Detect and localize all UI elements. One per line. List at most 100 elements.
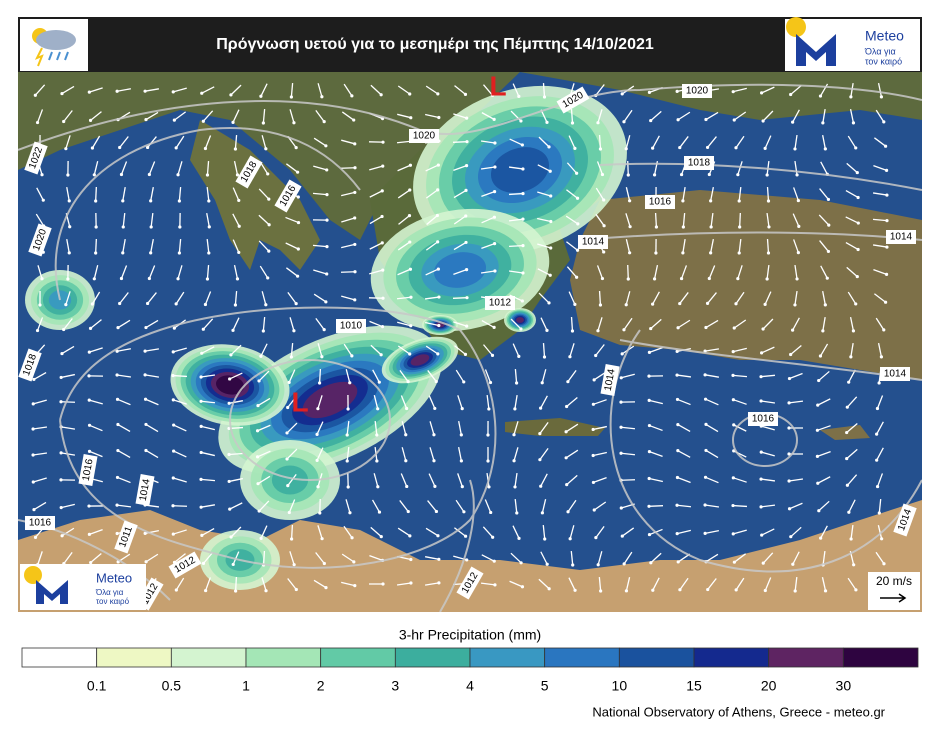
- wind-arrow-head: [89, 119, 92, 122]
- wind-arrow-head: [655, 225, 658, 228]
- wind-arrow-head: [849, 95, 852, 98]
- wind-arrow-head: [380, 215, 383, 218]
- wind-arrow-head: [178, 251, 181, 254]
- wind-arrow-head: [602, 224, 605, 227]
- wind-arrow: [453, 298, 467, 299]
- wind-arrow-head: [680, 277, 683, 280]
- wind-arrow-head: [353, 142, 356, 145]
- wind-arrow-head: [880, 95, 883, 98]
- wind-arrow-head: [173, 327, 176, 330]
- wind-arrow: [600, 135, 601, 149]
- wind-arrow-head: [259, 537, 262, 540]
- wind-arrow-head: [146, 146, 149, 149]
- wind-arrow-head: [36, 121, 39, 124]
- wind-arrow-head: [172, 90, 175, 93]
- wind-arrow-head: [116, 476, 119, 479]
- wind-arrow-head: [819, 537, 822, 540]
- wind-arrow-head: [816, 404, 819, 407]
- wind-arrow-head: [267, 250, 270, 253]
- wind-arrow-head: [706, 588, 709, 591]
- wind-arrow-head: [32, 378, 35, 381]
- wind-arrow-head: [856, 171, 859, 174]
- wind-arrow-head: [824, 589, 827, 592]
- wind-arrow-head: [178, 225, 181, 228]
- wind-arrow-head: [88, 450, 91, 453]
- wind-arrow-head: [680, 173, 683, 176]
- wind-arrow-head: [143, 373, 146, 376]
- wind-arrow: [292, 525, 293, 539]
- wind-arrow-head: [200, 352, 203, 355]
- wind-arrow-head: [95, 225, 98, 228]
- wind-arrow-head: [736, 277, 739, 280]
- wind-arrow-head: [885, 219, 888, 222]
- logo-name: Meteo: [96, 570, 132, 585]
- wind-arrow-head: [846, 484, 849, 487]
- wind-arrow-head: [704, 423, 707, 426]
- wind-arrow-head: [676, 326, 679, 329]
- logo-tagline: τον καιρό: [865, 56, 902, 66]
- wind-arrow-head: [325, 193, 328, 196]
- wind-arrow-head: [824, 147, 827, 150]
- wind-arrow-head: [404, 433, 407, 436]
- wind-arrow-head: [546, 563, 549, 566]
- wind-arrow-head: [565, 405, 568, 408]
- wind-arrow-head: [847, 381, 850, 384]
- legend-tick-label: 15: [686, 678, 702, 694]
- wind-arrow-head: [857, 221, 860, 224]
- precip-area: [516, 317, 524, 323]
- wind-arrow-head: [489, 511, 492, 514]
- wind-arrow-head: [797, 199, 800, 202]
- wind-arrow-head: [171, 504, 174, 507]
- wind-arrow-head: [601, 277, 604, 280]
- wind-arrow-head: [172, 398, 175, 401]
- wind-arrow-head: [60, 534, 63, 537]
- wind-arrow-head: [264, 303, 267, 306]
- wind-arrow-head: [517, 95, 520, 98]
- weather-icon-cloud: [36, 30, 76, 50]
- wind-arrow-head: [256, 404, 259, 407]
- wind-arrow-head: [676, 90, 679, 93]
- wind-arrow-head: [521, 218, 524, 221]
- wind-arrow-head: [437, 558, 440, 561]
- legend-tick-label: 20: [761, 678, 777, 694]
- wind-arrow-head: [571, 121, 574, 124]
- wind-arrow-head: [493, 326, 496, 329]
- wind-arrow-head: [854, 302, 857, 305]
- wind-arrow-head: [176, 277, 179, 280]
- wind-arrow-head: [592, 481, 595, 484]
- legend-tick-label: 3: [391, 678, 399, 694]
- wind-arrow-head: [436, 240, 439, 243]
- wind-arrow-head: [320, 355, 323, 358]
- wind-arrow-head: [576, 222, 579, 225]
- wind-arrow-head: [882, 120, 885, 123]
- wind-arrow-head: [493, 118, 496, 121]
- wind-arrow-head: [176, 173, 179, 176]
- logo-tagline: Όλα για: [95, 588, 124, 597]
- wind-arrow-head: [789, 535, 792, 538]
- wind-arrow-head: [464, 353, 467, 356]
- wind-arrow-head: [648, 91, 651, 94]
- wind-arrow-head: [465, 268, 468, 271]
- wind-arrow-head: [288, 511, 291, 514]
- wind-arrow-head: [231, 329, 234, 332]
- wind-arrow-head: [625, 303, 628, 306]
- wind-arrow-head: [407, 510, 410, 513]
- wind-arrow-head: [627, 173, 630, 176]
- wind-arrow-head: [876, 407, 879, 410]
- wind-arrow-head: [819, 94, 822, 97]
- wind-arrow-head: [172, 350, 175, 353]
- wind-arrow-head: [62, 120, 65, 123]
- wind-arrow-head: [118, 302, 121, 305]
- wind-arrow-head: [66, 173, 69, 176]
- wind-arrow-head: [143, 350, 146, 353]
- wind-arrow-head: [787, 426, 790, 429]
- wind-arrow-head: [229, 535, 232, 538]
- wind-arrow-head: [116, 449, 119, 452]
- wind-arrow-head: [882, 328, 885, 331]
- wind-arrow-head: [227, 453, 230, 456]
- wind-arrow-head: [539, 407, 542, 410]
- wind-arrow-head: [381, 297, 384, 300]
- legend-swatch: [619, 648, 694, 667]
- wind-arrow-head: [852, 329, 855, 332]
- wind-arrow-head: [852, 563, 855, 566]
